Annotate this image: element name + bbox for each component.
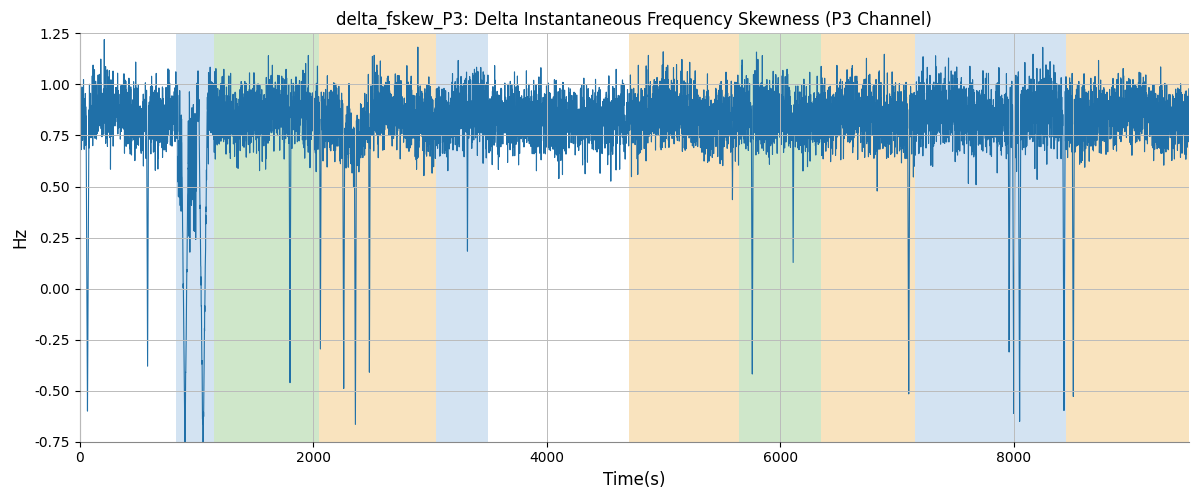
Bar bbox=[436, 34, 488, 442]
X-axis label: Time(s): Time(s) bbox=[604, 471, 666, 489]
Y-axis label: Hz: Hz bbox=[11, 227, 29, 248]
Title: delta_fskew_P3: Delta Instantaneous Frequency Skewness (P3 Channel): delta_fskew_P3: Delta Instantaneous Freq… bbox=[336, 11, 932, 30]
Bar bbox=[629, 34, 739, 442]
Bar bbox=[1067, 34, 1189, 442]
Bar bbox=[739, 34, 821, 442]
Bar bbox=[175, 34, 214, 442]
Bar bbox=[821, 34, 914, 442]
Bar bbox=[979, 34, 1067, 442]
Bar bbox=[214, 34, 319, 442]
Bar bbox=[319, 34, 436, 442]
Bar bbox=[914, 34, 979, 442]
